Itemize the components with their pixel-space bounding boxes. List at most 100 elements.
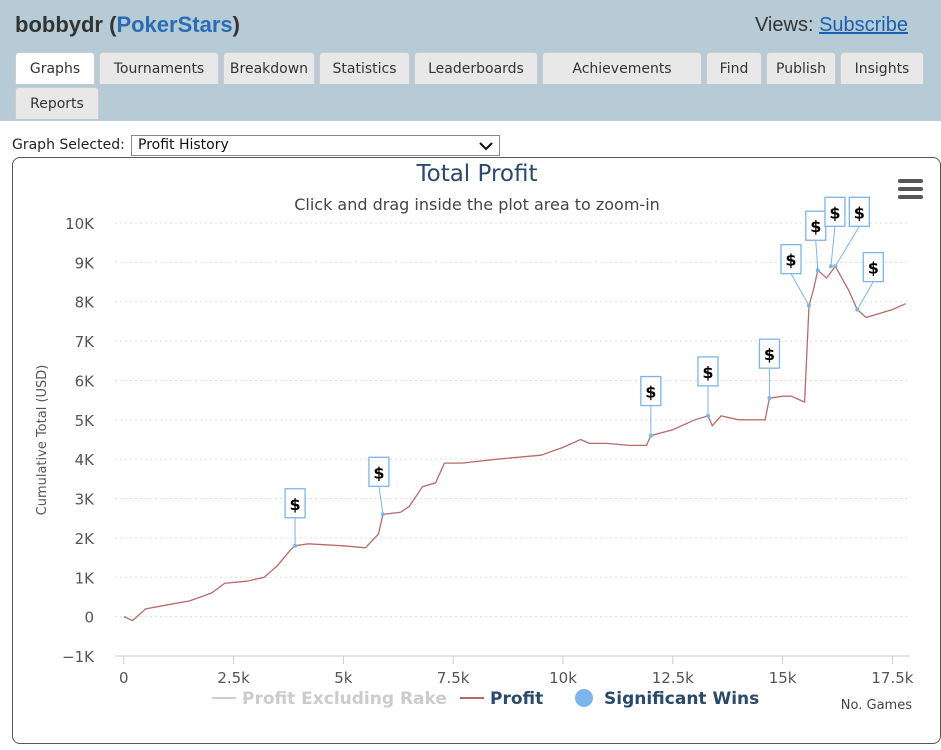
significant-win: $: [368, 456, 390, 517]
y-tick-label: 10K: [65, 215, 95, 233]
flag-stem: [815, 240, 819, 271]
flag-box: [697, 356, 719, 387]
chart-subtitle: Click and drag inside the plot area to z…: [294, 195, 660, 214]
x-tick-label: 7.5k: [437, 669, 470, 687]
y-tick-label: 2K: [75, 530, 96, 548]
win-dot: [648, 433, 653, 438]
select-arrow: [479, 142, 493, 151]
flag-label: $: [764, 345, 775, 364]
legend-label: Significant Wins: [604, 689, 759, 709]
subscribe-link[interactable]: Subscribe: [819, 14, 908, 36]
graph-select[interactable]: Profit History: [131, 135, 500, 156]
x-axis-label: No. Games: [841, 698, 912, 713]
significant-win: $: [780, 244, 811, 308]
flag-box: [758, 338, 781, 369]
site-link[interactable]: PokerStars: [116, 12, 233, 37]
win-dot: [855, 307, 860, 312]
y-tick-label: 9K: [75, 254, 96, 272]
flag-box: [368, 456, 390, 487]
flag-stem: [856, 281, 874, 310]
legend-item[interactable]: Profit: [460, 689, 543, 709]
x-tick-label: 10k: [549, 669, 577, 687]
profit-line: [123, 265, 906, 622]
tab[interactable]: Find: [706, 52, 762, 84]
significant-win: $: [758, 338, 781, 401]
win-dot: [828, 264, 833, 269]
flag-box: [780, 244, 802, 275]
chart-title: Total Profit: [415, 161, 537, 187]
significant-win: $: [640, 375, 662, 438]
tab[interactable]: Statistics: [319, 52, 410, 84]
flag-box: [640, 375, 662, 407]
y-tick-label: −1K: [62, 648, 95, 666]
flag-label: $: [810, 217, 821, 236]
y-tick-label: 4K: [75, 451, 96, 469]
views-label: Views:: [754, 14, 814, 36]
y-tick-label: 0: [84, 609, 94, 627]
flag-stem: [378, 486, 384, 515]
y-tick-label: 1K: [75, 569, 96, 587]
win-dot: [833, 264, 838, 269]
tab[interactable]: Tournaments: [99, 52, 219, 84]
significant-win: $: [805, 210, 827, 273]
flag-label: $: [785, 251, 796, 270]
legend-item[interactable]: Significant Wins: [575, 689, 759, 709]
significant-win: $: [697, 356, 719, 418]
x-tick-label: 17.5k: [871, 669, 913, 687]
menu-button[interactable]: [898, 179, 923, 199]
y-axis-label: Cumulative Total (USD): [35, 365, 50, 516]
header: bobbydr (PokerStars) Views: Subscribe Gr…: [0, 0, 941, 121]
y-tick-label: 6K: [75, 372, 96, 390]
x-tick-label: 0: [119, 669, 129, 687]
significant-win: $: [284, 488, 306, 548]
flag-box: [848, 196, 870, 227]
chart: Total Profit Click and drag inside the p…: [35, 161, 923, 713]
y-tick-label: 3K: [75, 491, 96, 509]
win-dot: [767, 396, 772, 401]
x-tick-label: 15k: [769, 669, 797, 687]
flag-label: $: [290, 495, 301, 514]
user: bobbydr (: [15, 12, 117, 37]
win-dot: [806, 303, 811, 308]
flag-label: $: [373, 463, 384, 482]
tab[interactable]: Publish: [766, 52, 836, 84]
flag-label: $: [702, 363, 713, 382]
flag-label: $: [854, 203, 865, 222]
flag-stem: [790, 273, 810, 306]
flag-label: $: [868, 259, 879, 278]
legend-symbol: [575, 689, 593, 707]
flag-stem: [830, 226, 836, 267]
legend-label: Profit Excluding Rake: [242, 689, 447, 709]
flag-stem: [834, 226, 860, 267]
x-tick-label: 5k: [334, 669, 353, 687]
significant-win: $: [833, 196, 870, 269]
tab[interactable]: Leaderboards: [414, 52, 538, 84]
select-value: Profit History: [138, 137, 229, 153]
title-end: ): [232, 12, 240, 37]
views: Views: Subscribe: [755, 14, 908, 37]
x-tick-label: 12.5k: [652, 669, 694, 687]
flag-label: $: [645, 383, 656, 402]
tab[interactable]: Insights: [840, 52, 924, 84]
tab[interactable]: Reports: [15, 87, 99, 119]
win-dot: [380, 512, 385, 517]
y-tick-label: 5K: [75, 412, 96, 430]
flag-label: $: [829, 203, 840, 222]
tab[interactable]: Achievements: [542, 52, 702, 84]
significant-win: $: [824, 196, 846, 269]
y-tick-label: 8K: [75, 294, 96, 312]
flag-box: [284, 488, 306, 519]
win-dot: [815, 268, 820, 273]
tab[interactable]: Breakdown: [223, 52, 315, 84]
significant-win: $: [855, 251, 884, 312]
tab[interactable]: Graphs: [15, 52, 95, 84]
legend-label: Profit: [490, 689, 543, 709]
selector-label: Graph Selected:: [12, 137, 125, 153]
y-tick-label: 7K: [75, 333, 96, 351]
flag-box: [862, 251, 884, 283]
legend-item[interactable]: Profit Excluding Rake: [212, 689, 447, 709]
page-title: bobbydr (PokerStars): [15, 12, 240, 38]
win-dot: [293, 543, 298, 548]
win-dot: [705, 413, 710, 418]
